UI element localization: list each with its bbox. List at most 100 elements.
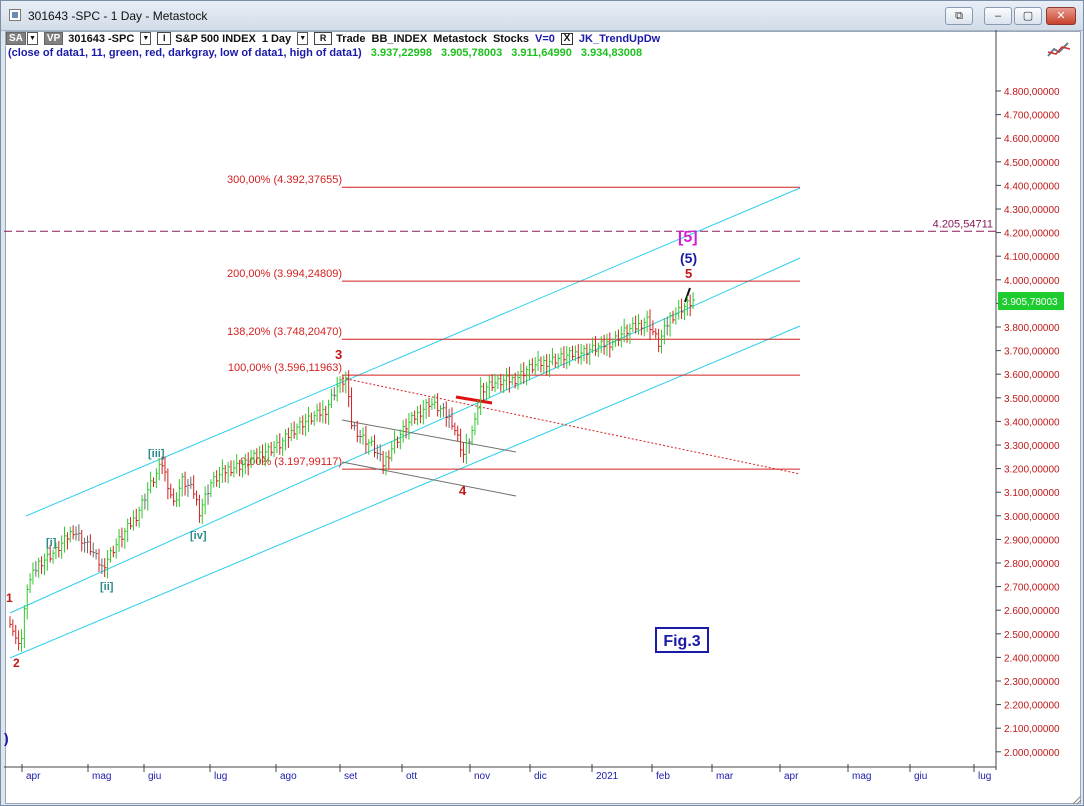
- x-tick-label: feb: [656, 771, 670, 782]
- wave-label: [i]: [46, 537, 57, 549]
- wave-label: 3: [335, 347, 342, 362]
- restore-layout-button[interactable]: ⧉: [945, 7, 973, 25]
- y-tick-label: 4.400,00000: [1004, 181, 1060, 192]
- y-tick-label: 2.200,00000: [1004, 701, 1060, 712]
- resize-grip-icon[interactable]: [1070, 793, 1082, 805]
- sa-dropdown-icon[interactable]: ▼: [26, 32, 38, 45]
- x-tick-label: ago: [280, 771, 297, 782]
- indicator-value-1: 3.937,22998: [370, 47, 432, 59]
- wave-label: [iii]: [148, 448, 165, 460]
- fig-annotation-box: [655, 627, 709, 653]
- y-tick-label: 3.300,00000: [1004, 441, 1060, 452]
- trend-channel-line: [25, 187, 801, 517]
- y-tick-label: 4.000,00000: [1004, 276, 1060, 287]
- x-tick-label: mag: [852, 771, 871, 782]
- maximize-button[interactable]: ▢: [1014, 7, 1042, 25]
- x-tick-label: giu: [148, 771, 161, 782]
- y-tick-label: 3.100,00000: [1004, 488, 1060, 499]
- index-name-label: S&P 500 INDEX: [175, 32, 256, 45]
- fib-level-label: 200,00% (3.994,24809): [227, 268, 342, 280]
- window-title: 301643 -SPC - 1 Day - Metastock: [28, 9, 208, 23]
- y-tick-label: 2.300,00000: [1004, 677, 1060, 688]
- y-tick-label: 2.900,00000: [1004, 535, 1060, 546]
- y-tick-label: 4.700,00000: [1004, 111, 1060, 122]
- vp-button[interactable]: VP: [43, 32, 64, 45]
- y-tick-label: 2.800,00000: [1004, 559, 1060, 570]
- indicator-value-2: 3.905,78003: [441, 47, 503, 59]
- indicator-params-text: (close of data1, 11, green, red, darkgra…: [8, 47, 362, 59]
- indicator-params: (close of data1, 11, green, red, darkgra…: [8, 47, 648, 59]
- last-price-tag: [998, 292, 1064, 311]
- bb-index-label: BB_INDEX: [371, 32, 428, 45]
- y-tick-label: 3.200,00000: [1004, 465, 1060, 476]
- y-tick-label: 3.700,00000: [1004, 347, 1060, 358]
- x-tick-label: mag: [92, 771, 111, 782]
- r-button[interactable]: R: [314, 32, 333, 45]
- y-tick-label: 4.800,00000: [1004, 87, 1060, 98]
- y-tick-label: 3.800,00000: [1004, 323, 1060, 334]
- wave-label: [ii]: [100, 581, 114, 593]
- wave-label: [iv]: [190, 530, 207, 542]
- y-tick-label: 3.000,00000: [1004, 512, 1060, 523]
- y-tick-label: 4.600,00000: [1004, 134, 1060, 145]
- wave-label: 4: [459, 483, 467, 498]
- indicator-value-4: 3.934,83008: [580, 47, 643, 59]
- red-marker-segment: [455, 395, 493, 405]
- target-level-label: 4.205,54711: [933, 218, 993, 230]
- wave-label: 2: [13, 656, 20, 670]
- i-button[interactable]: I: [157, 32, 172, 45]
- x-tick-label: mar: [716, 771, 734, 782]
- wave-label: 1: [6, 591, 13, 605]
- symbol-label: 301643 -SPC: [68, 32, 135, 45]
- v-label: V=0: [535, 32, 555, 45]
- app-icon[interactable]: [9, 9, 21, 21]
- y-tick-label: 4.200,00000: [1004, 229, 1060, 240]
- x-tick-label: ott: [406, 771, 417, 782]
- y-tick-label: 3.500,00000: [1004, 394, 1060, 405]
- trend-channel-line: [9, 257, 801, 614]
- x-tick-label: dic: [534, 771, 547, 782]
- price-chart[interactable]: 4.800,00000 4.700,00000 4.600,00000 4.500,0…: [4, 30, 1080, 803]
- chart-area[interactable]: [5, 31, 1081, 804]
- x-tick-label: giu: [914, 771, 927, 782]
- interval-dropdown-icon[interactable]: ▼: [297, 32, 309, 45]
- title-bar[interactable]: 301643 -SPC - 1 Day - Metastock ⧉ – ▢ ✕: [1, 1, 1083, 31]
- x-tick-label: apr: [26, 771, 41, 782]
- wave-label: [5]: [678, 229, 698, 246]
- y-tick-label: 3.600,00000: [1004, 370, 1060, 381]
- x-tick-label: nov: [474, 771, 490, 782]
- indicator-name-label[interactable]: JK_TrendUpDw: [578, 32, 661, 45]
- type-label: Stocks: [492, 32, 530, 45]
- symbol-dropdown-icon[interactable]: ▼: [140, 32, 152, 45]
- sa-button[interactable]: SA: [6, 32, 26, 45]
- wave-label: ): [4, 730, 9, 746]
- wave-label: 5: [685, 266, 692, 281]
- fib-level-label: 0,00% (3.197,99117): [240, 456, 342, 468]
- y-tick-label: 2.500,00000: [1004, 630, 1060, 641]
- source-label: Metastock: [433, 32, 487, 45]
- trade-label: Trade: [336, 32, 366, 45]
- y-tick-label: 2.400,00000: [1004, 653, 1060, 664]
- y-tick-label: 2.100,00000: [1004, 724, 1060, 735]
- y-tick-label: 4.100,00000: [1004, 252, 1060, 263]
- trend-channel-line: [9, 325, 801, 659]
- x-tick-label: lug: [978, 771, 991, 782]
- indicator-value-3: 3.911,64990: [511, 47, 572, 59]
- y-tick-label: 3.400,00000: [1004, 417, 1060, 428]
- minimize-button[interactable]: –: [984, 7, 1012, 25]
- y-tick-label: 2.600,00000: [1004, 606, 1060, 617]
- dotted-trend-line: [341, 377, 801, 475]
- fib-level-label: 138,20% (3.748,20470): [227, 326, 342, 338]
- remove-indicator-button[interactable]: X: [560, 32, 573, 45]
- fib-level-label: 300,00% (4.392,37655): [227, 174, 342, 186]
- y-tick-label: 2.700,00000: [1004, 583, 1060, 594]
- x-tick-label: lug: [214, 771, 227, 782]
- close-button[interactable]: ✕: [1046, 7, 1076, 25]
- chart-settings-icon[interactable]: [1046, 40, 1072, 60]
- wave-label: (5): [680, 250, 697, 266]
- wave5-marker: [684, 287, 691, 303]
- gray-trend-line: [341, 419, 517, 453]
- fig-annotation-label: Fig.3: [663, 633, 700, 650]
- y-tick-label: 2.000,00000: [1004, 748, 1060, 759]
